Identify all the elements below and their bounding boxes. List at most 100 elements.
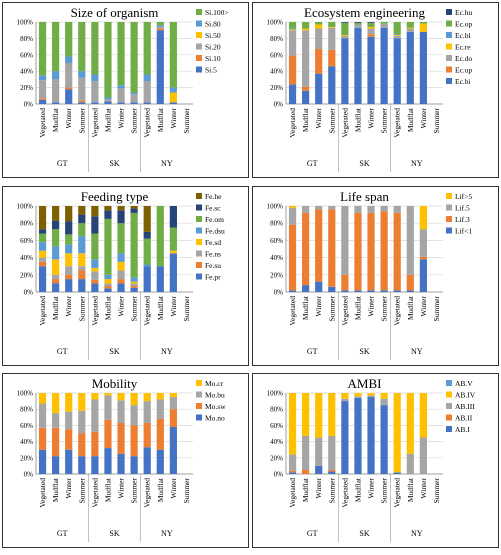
x-tick-label: Winter — [117, 108, 126, 129]
y-tick-label: 80% — [270, 220, 283, 228]
bar-segment — [302, 28, 310, 31]
bar-segment — [52, 246, 60, 260]
bar-segment — [78, 77, 86, 101]
group-label: GT — [57, 159, 68, 168]
bar-segment — [38, 403, 47, 428]
bar-segment — [143, 74, 151, 82]
bar-segment — [65, 63, 73, 88]
chart-title: AMBI — [348, 376, 382, 391]
bar-segment — [78, 456, 86, 474]
legend-swatch — [446, 20, 452, 27]
x-tick-label: Vegetated — [38, 478, 47, 508]
bar-segment — [367, 26, 375, 29]
bar-segment — [380, 211, 388, 291]
legend-label: Fe.om — [205, 215, 224, 224]
x-tick-label: Winter — [419, 108, 428, 129]
bar-segment — [65, 22, 73, 57]
bar-segment — [117, 270, 125, 280]
bar-segment — [104, 279, 112, 284]
bar-segment — [367, 34, 375, 37]
bar-segment — [130, 405, 138, 426]
legend-swatch — [196, 204, 202, 211]
bar-segment — [156, 418, 164, 450]
chart-title: Feeding type — [81, 189, 149, 204]
group-label: NY — [161, 347, 173, 356]
bar-segment — [341, 38, 349, 104]
bar-segment — [328, 206, 336, 210]
legend-swatch — [196, 193, 202, 199]
bar-segment — [52, 206, 60, 221]
bar-segment — [354, 22, 362, 25]
x-tick-label: Winter — [419, 296, 428, 317]
legend-swatch — [446, 9, 452, 15]
bar-segment — [328, 209, 336, 287]
bar-segment — [393, 35, 401, 36]
bar-segment — [38, 393, 47, 404]
bar-segment — [91, 74, 99, 82]
bar-segment — [156, 393, 164, 400]
bar-segment — [91, 271, 99, 280]
bar-segment — [328, 393, 336, 436]
x-tick-label: Mudflat — [353, 295, 362, 320]
y-tick-label: 80% — [270, 35, 283, 43]
bar-segment — [315, 24, 323, 29]
bar-segment — [130, 425, 138, 457]
legend-swatch — [446, 403, 452, 409]
group-label: SK — [359, 529, 369, 538]
y-tick-label: 80% — [270, 406, 283, 414]
bar-segment — [143, 264, 151, 267]
bar-segment — [130, 102, 138, 104]
x-tick-label: Summer — [327, 296, 336, 322]
bar-segment — [156, 26, 164, 29]
x-tick-label: Vegetated — [90, 296, 99, 326]
bar-segment — [156, 30, 164, 105]
x-tick-label: Mudflat — [301, 295, 310, 320]
bar-segment — [393, 38, 401, 104]
x-tick-label: Vegetated — [340, 108, 349, 138]
x-tick-label: Summer — [327, 478, 336, 504]
bar-segment — [169, 87, 177, 93]
bar-segment — [38, 250, 47, 258]
bar-segment — [38, 75, 47, 81]
bar-segment — [117, 223, 125, 254]
bar-segment — [65, 221, 73, 235]
legend-label: AB.III — [455, 402, 475, 411]
bar-segment — [380, 22, 388, 24]
legend-label: AB.II — [455, 414, 473, 423]
bar-segment — [367, 290, 375, 292]
bar-segment — [380, 23, 388, 28]
bar-segment — [315, 22, 323, 25]
bar-segment — [393, 35, 401, 39]
bar-segment — [65, 206, 73, 222]
bar-segment — [78, 253, 86, 267]
x-tick-label: Vegetated — [38, 296, 47, 326]
bar-segment — [91, 393, 99, 400]
x-tick-label: Winter — [367, 296, 376, 317]
bar-segment — [78, 433, 86, 457]
bar-segment — [341, 22, 349, 23]
bar-segment — [328, 27, 336, 50]
legend-label: Lif.3 — [455, 215, 470, 224]
bar-segment — [130, 208, 138, 213]
y-tick-label: 40% — [20, 254, 33, 262]
bar-segment — [288, 472, 297, 474]
bar-segment — [367, 206, 375, 213]
group-label: SK — [109, 347, 119, 356]
bar-segment — [65, 393, 73, 412]
bar-segment — [143, 81, 151, 103]
bar-segment — [156, 399, 164, 419]
bar-segment — [341, 290, 349, 292]
bar-segment — [169, 427, 177, 474]
bar-segment — [91, 399, 99, 432]
group-label: SK — [359, 159, 369, 168]
bar-segment — [52, 279, 60, 284]
y-tick-label: 100% — [267, 203, 284, 211]
group-label: NY — [411, 347, 423, 356]
bar-segment — [143, 266, 151, 292]
y-tick-label: 60% — [270, 237, 283, 245]
bar-segment — [65, 87, 73, 90]
x-tick-label: Mudflat — [103, 107, 112, 132]
x-tick-label: Mudflat — [406, 477, 415, 502]
chart-title: Life span — [340, 189, 389, 204]
x-tick-label: Summer — [327, 108, 336, 134]
